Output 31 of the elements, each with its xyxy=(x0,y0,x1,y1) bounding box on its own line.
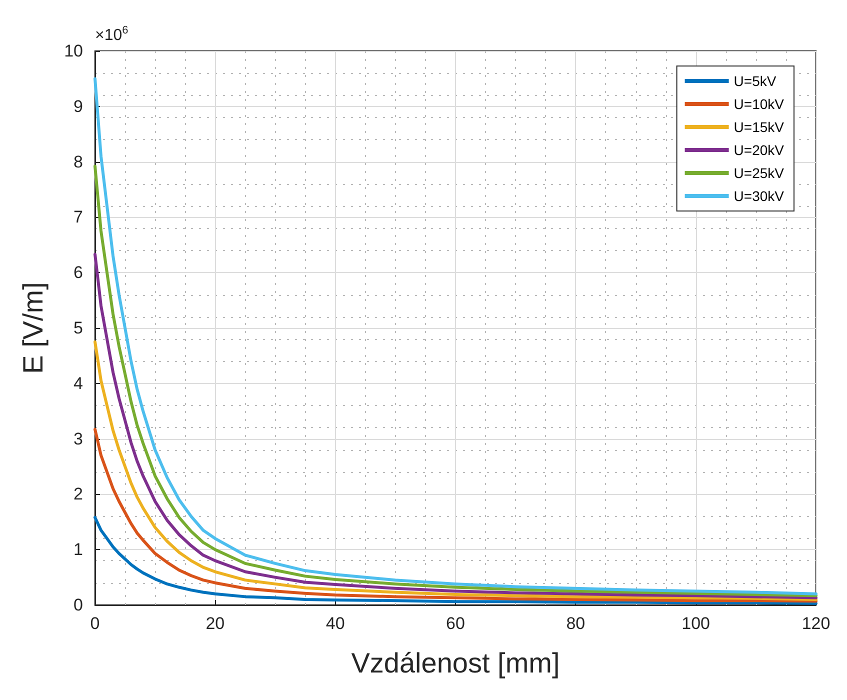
y-tick-label: 3 xyxy=(74,429,83,448)
y-tick-label: 5 xyxy=(74,318,83,338)
y-tick-label: 6 xyxy=(74,263,83,282)
x-tick-label: 120 xyxy=(802,614,830,633)
y-tick-label: 1 xyxy=(74,540,83,560)
line-series xyxy=(94,428,818,603)
line-series xyxy=(94,340,818,601)
y-tick-label: 2 xyxy=(74,484,83,504)
x-tick-label: 40 xyxy=(326,614,345,633)
y-tick-label: 7 xyxy=(74,208,83,227)
line-series xyxy=(94,252,818,600)
legend-label: U=5kV xyxy=(734,73,777,89)
x-tick-label: 60 xyxy=(446,614,465,633)
y-tick-label: 9 xyxy=(74,96,83,116)
x-tick-label: 20 xyxy=(206,614,225,633)
legend-label: U=30kV xyxy=(734,188,785,204)
x-tick-label: 80 xyxy=(566,614,586,633)
legend-label: U=15kV xyxy=(734,119,785,135)
line-series xyxy=(94,164,818,598)
legend-label: U=20kV xyxy=(734,142,785,158)
y-axis-title: E [V/m] xyxy=(18,282,48,374)
line-series xyxy=(94,77,818,596)
y-tick-label: 10 xyxy=(64,42,83,60)
y-tick-label: 8 xyxy=(74,152,83,172)
x-tick-label: 100 xyxy=(682,614,710,633)
legend-label: U=25kV xyxy=(734,165,785,181)
y-tick-label: 0 xyxy=(74,596,83,614)
x-axis-title: Vzdálenost [mm] xyxy=(351,648,560,678)
legend-label: U=10kV xyxy=(734,96,785,112)
y-tick-label: 4 xyxy=(74,374,83,393)
x-tick-label: 0 xyxy=(90,614,100,633)
